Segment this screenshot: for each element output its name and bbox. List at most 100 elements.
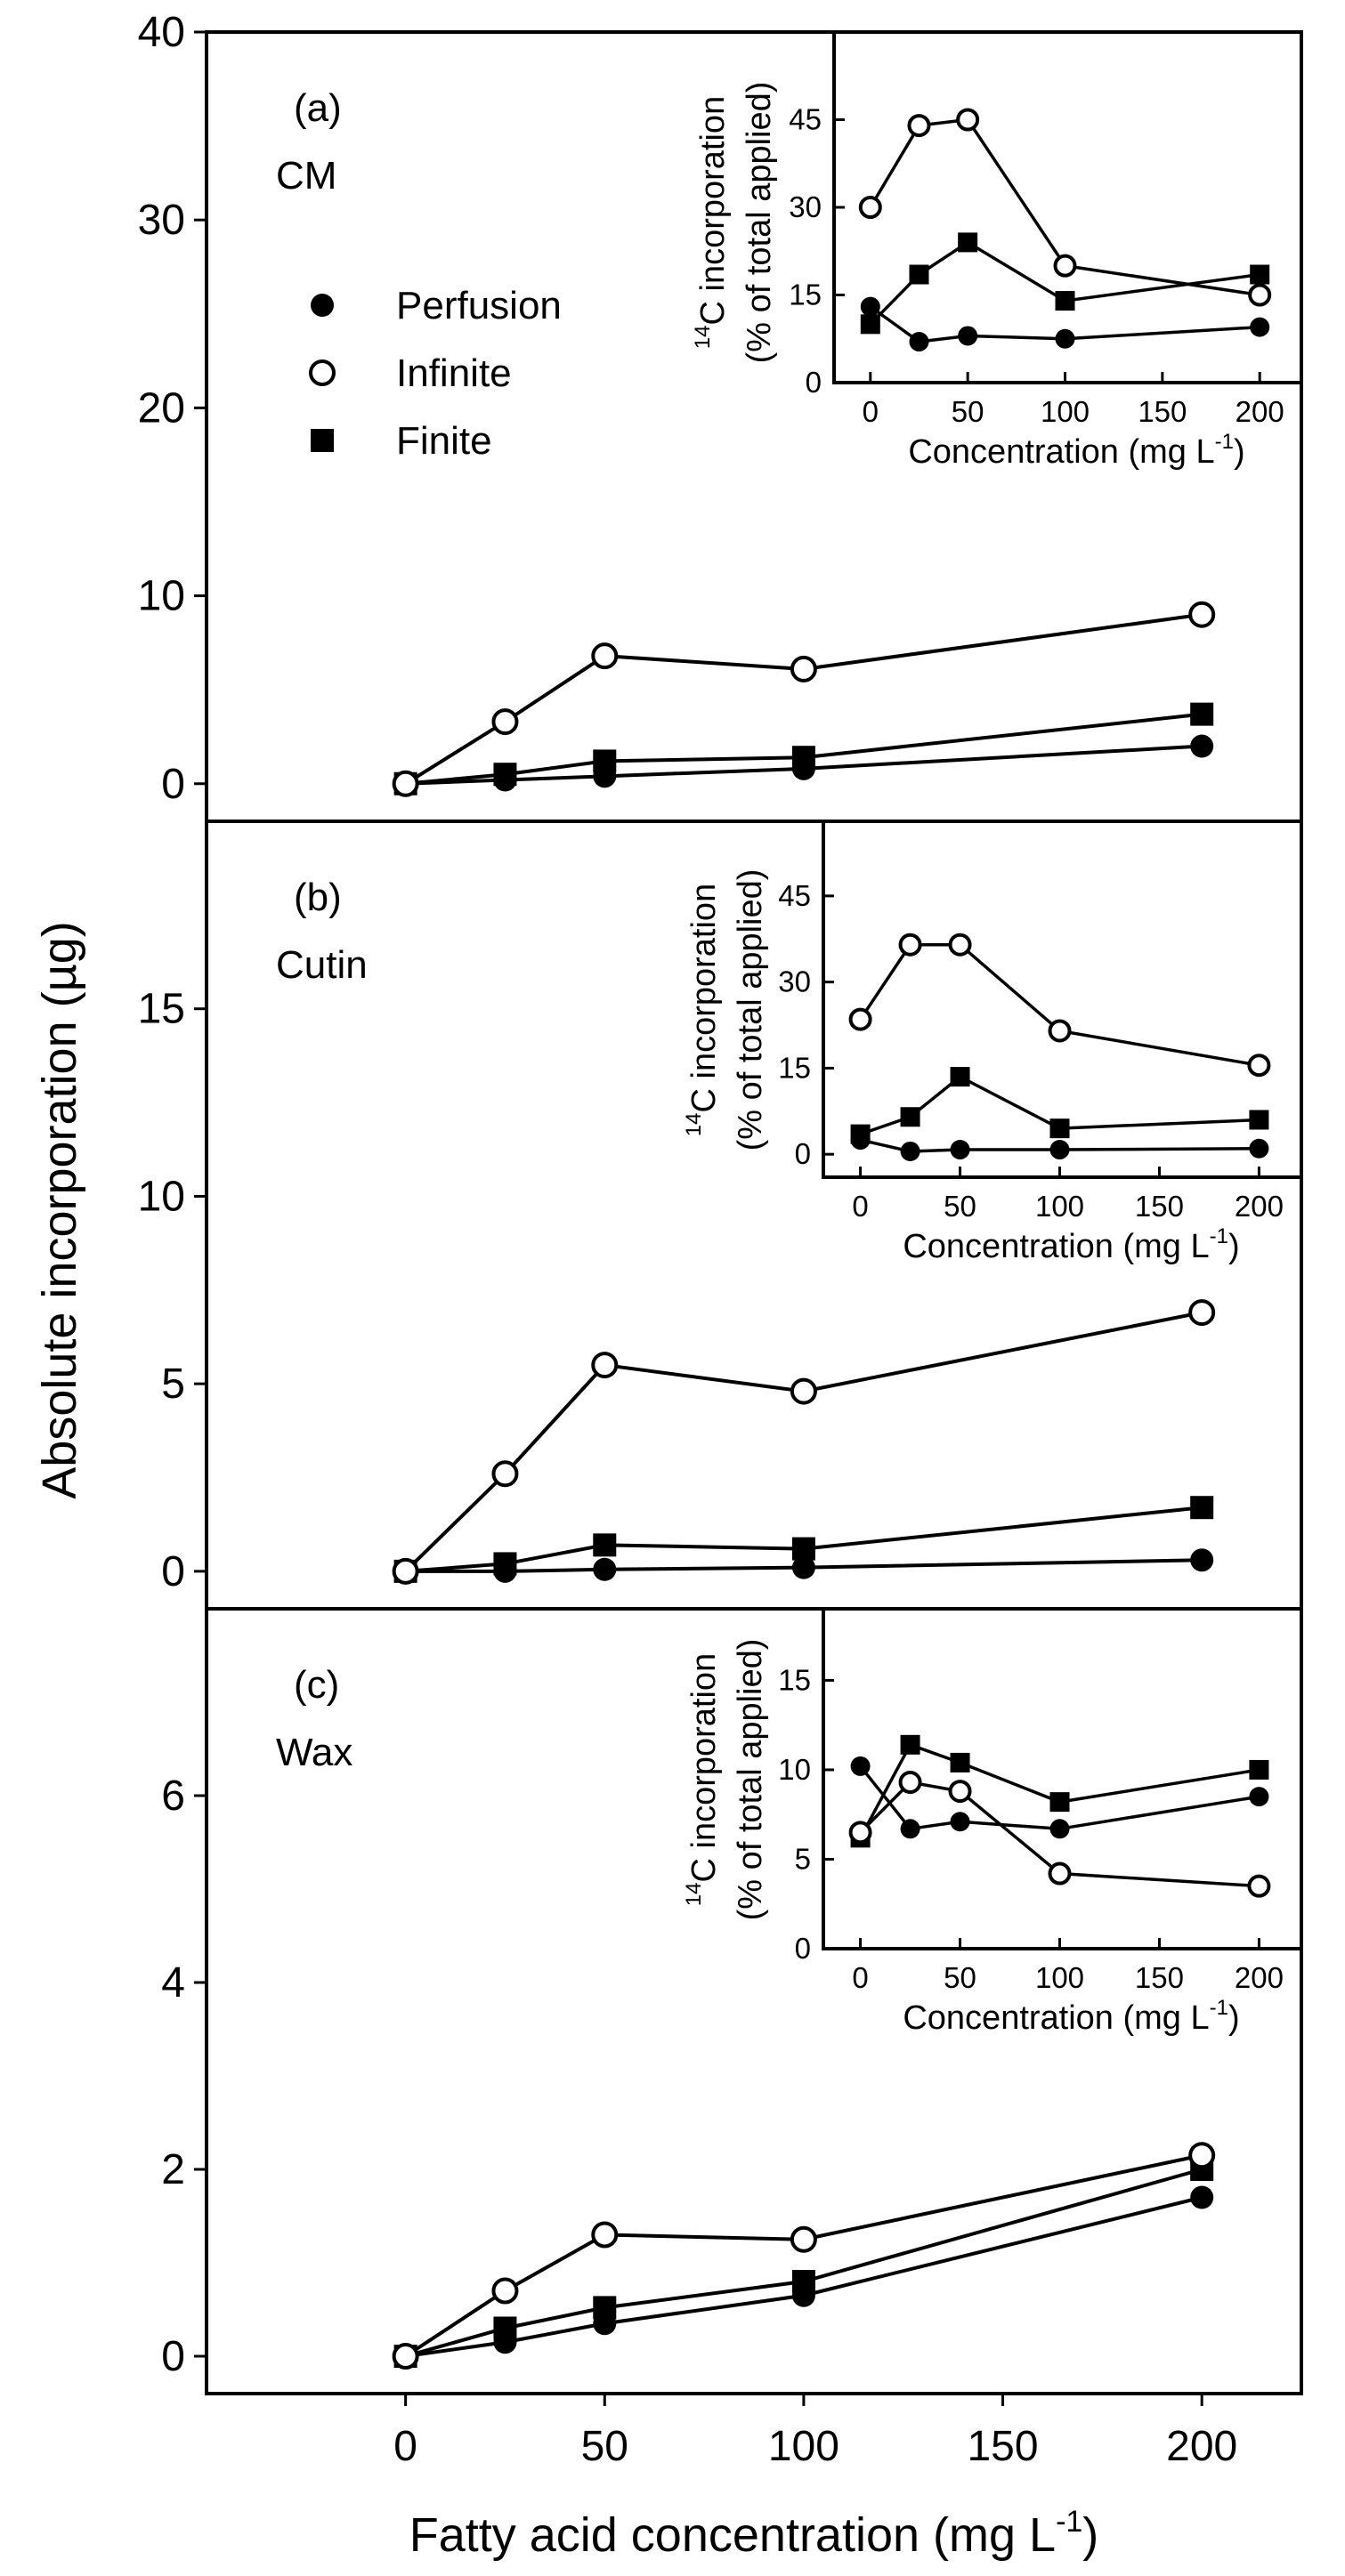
inset-y-axis-title: 14C incorporation (682, 1653, 723, 1906)
inset-x-tick-label: 0 (852, 1190, 868, 1223)
main-wax-point-infinite-200 (1188, 2142, 1216, 2169)
main-cm-point-infinite-50 (591, 642, 619, 670)
main-cm-point-finite-200 (1190, 702, 1214, 726)
inset-x-axis-title: Concentration (mg L-1) (903, 1224, 1239, 1265)
panel-label: (b) (294, 876, 342, 919)
inset-wax-point-perfusion-100 (1049, 1819, 1070, 1839)
legend-marker-perfusion (311, 294, 334, 317)
inset-cm-point-finite-50 (958, 232, 978, 253)
inset-cm-point-infinite-0 (858, 196, 882, 219)
panel-cutin: 0 5 10 15 (b) Cutin 0 15 30 45 0 50 100 150 200Concent… (138, 820, 1301, 1595)
main-cm-point-infinite-100 (790, 655, 817, 682)
inset-cutin-point-infinite-25 (898, 933, 922, 957)
inset-cutin-point-finite-0 (850, 1124, 871, 1144)
inset-cutin-point-infinite-100 (1048, 1019, 1072, 1043)
main-wax-point-finite-100 (791, 2270, 815, 2293)
inset-x-tick-label: 150 (1135, 1961, 1184, 1994)
inset-x-tick-label: 50 (944, 1190, 976, 1223)
inset-x-axis-title: Concentration (mg L-1) (903, 1996, 1239, 2037)
main-cutin-point-infinite-200 (1188, 1299, 1216, 1327)
main-wax-line-finite (405, 2168, 1203, 2358)
inset-y-tick-label: 30 (778, 965, 811, 998)
inset-y-tick-label: 0 (795, 1932, 811, 1965)
inset-wax-point-finite-100 (1049, 1792, 1070, 1813)
inset-x-tick-label: 0 (863, 395, 879, 428)
main-wax-point-infinite-0 (392, 2343, 419, 2370)
y-tick-label: 0 (161, 1548, 185, 1595)
x-tick-label: 50 (581, 2423, 628, 2470)
panel-title: Wax (276, 1731, 352, 1774)
inset-y-axis-title: 14C incorporation (691, 96, 732, 349)
legend-label-perfusion: Perfusion (396, 284, 562, 327)
main-cm-point-infinite-25 (491, 708, 519, 736)
inset-wax-point-perfusion-50 (950, 1812, 970, 1832)
inset-x-tick-label: 50 (952, 395, 984, 428)
inset-y-axis-title: 14C incorporation (682, 884, 723, 1136)
inset-cutin-point-perfusion-200 (1249, 1138, 1269, 1159)
inset-wax-point-infinite-50 (948, 1780, 972, 1804)
y-axis-title: Absolute incorporation (µg) (33, 921, 86, 1498)
panel-label: (a) (294, 86, 342, 130)
y-tick-label: 30 (138, 197, 185, 244)
inset-cm-point-infinite-100 (1053, 254, 1077, 278)
y-tick-label: 2 (161, 2146, 185, 2193)
main-wax-point-perfusion-200 (1190, 2185, 1214, 2209)
inset-cm-point-finite-200 (1250, 264, 1270, 285)
inset-cutin-point-infinite-200 (1247, 1054, 1271, 1078)
main-wax-line-infinite (404, 2153, 1203, 2358)
inset-y-axis-title-line2: (% of total applied) (741, 82, 778, 364)
main-cm-point-perfusion-200 (1190, 734, 1214, 758)
inset-x-tick-label: 150 (1138, 395, 1187, 428)
inset-y-tick-label: 30 (789, 190, 822, 223)
main-wax-point-infinite-100 (790, 2225, 817, 2253)
main-cutin-line-infinite (404, 1311, 1203, 1573)
main-cutin-point-finite-50 (593, 1533, 617, 1557)
inset-cm-point-infinite-200 (1248, 283, 1272, 307)
main-cutin-point-finite-200 (1190, 1496, 1214, 1520)
inset-x-tick-label: 100 (1035, 1961, 1084, 1994)
inset-cm-point-infinite-50 (956, 108, 980, 132)
inset-x-tick-label: 100 (1035, 1190, 1084, 1223)
inset-y-tick-label: 10 (778, 1753, 811, 1786)
main-cutin-point-infinite-100 (790, 1377, 817, 1405)
y-tick-label: 10 (138, 573, 185, 620)
inset-cm-point-perfusion-50 (958, 326, 978, 346)
inset-x-tick-label: 200 (1235, 1961, 1284, 1994)
panel-label: (c) (294, 1663, 339, 1707)
main-cutin-point-perfusion-50 (593, 1557, 617, 1581)
legend-marker-finite (311, 429, 334, 452)
panel-cm: 0 10 20 30 40 (a) CM 0 15 30 45 0 50 100 150 200Concent… (138, 9, 1301, 808)
legend-marker-infinite (309, 359, 336, 386)
inset-axes (822, 1609, 1301, 1950)
x-tick-label: 100 (768, 2423, 839, 2470)
inset-axes (822, 821, 1301, 1179)
main-cm-point-finite-100 (791, 746, 815, 770)
y-tick-label: 15 (138, 986, 185, 1033)
inset-cm-point-perfusion-25 (909, 332, 929, 352)
inset-x-tick-label: 50 (944, 1961, 976, 1994)
inset-cm-point-infinite-25 (907, 114, 931, 138)
main-wax-point-infinite-50 (591, 2221, 619, 2249)
x-tick-label: 200 (1166, 2423, 1237, 2470)
inset-wax-point-finite-200 (1249, 1759, 1269, 1780)
inset-cm-point-finite-25 (909, 264, 929, 285)
inset-cm-point-perfusion-200 (1250, 317, 1270, 337)
inset-cm-point-perfusion-100 (1055, 328, 1075, 349)
inset-cutin-point-finite-100 (1049, 1118, 1070, 1139)
y-tick-label: 6 (161, 1773, 185, 1820)
x-axis-title: Fatty acid concentration (mg L-1) (409, 2505, 1099, 2562)
inset-y-axis-title-line2: (% of total applied) (732, 1639, 769, 1921)
inset-wax-point-finite-50 (950, 1752, 970, 1773)
x-tick-label: 0 (393, 2423, 417, 2470)
inset-cm-point-perfusion-0 (860, 296, 880, 317)
y-tick-label: 0 (161, 761, 185, 808)
main-cutin-point-perfusion-200 (1190, 1548, 1214, 1572)
main-wax-point-finite-50 (593, 2296, 617, 2320)
legend-label-finite: Finite (396, 419, 492, 463)
legend-label-infinite: Infinite (396, 351, 512, 395)
inset-cutin-point-finite-25 (900, 1107, 920, 1127)
